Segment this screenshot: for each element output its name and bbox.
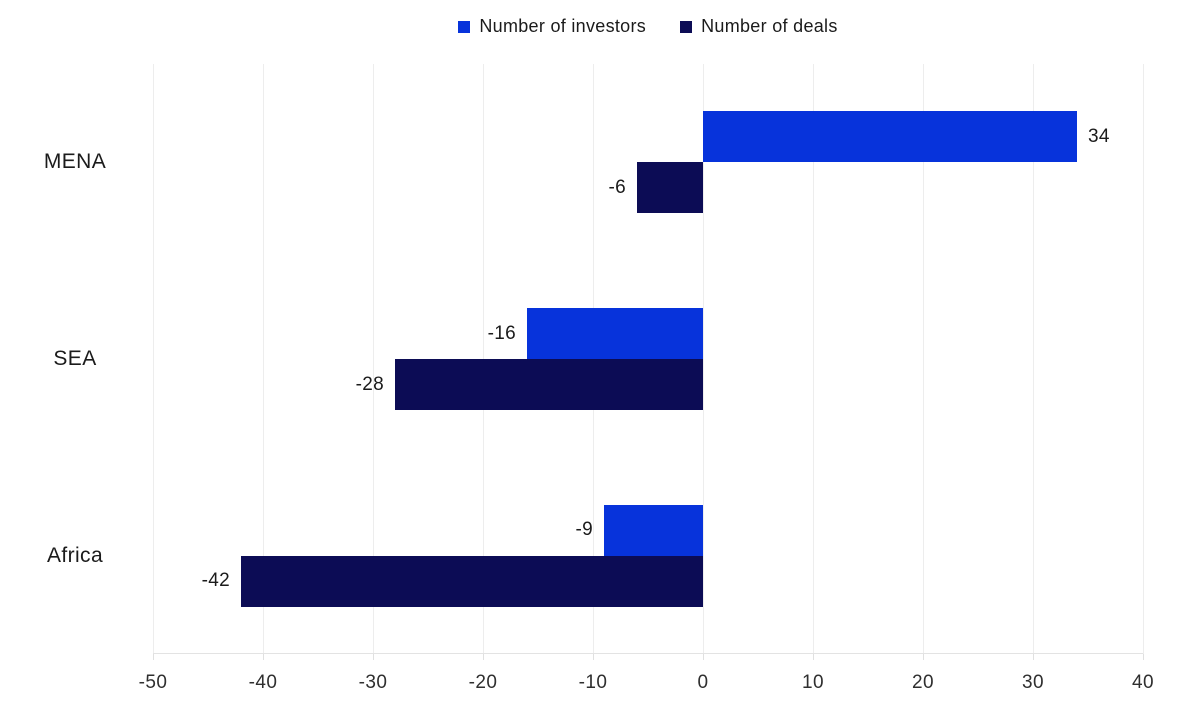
bar-value-label: -9 — [575, 519, 593, 541]
x-axis-tick — [482, 654, 484, 660]
legend-swatch-icon — [458, 20, 471, 33]
gridline — [372, 64, 374, 654]
legend: Number of investors Number of deals — [153, 16, 1143, 37]
legend-label: Number of investors — [479, 16, 647, 36]
x-tick-label: 10 — [802, 672, 824, 693]
x-axis-tick — [702, 654, 704, 660]
x-tick-label: 20 — [912, 672, 934, 693]
bar-value-label: 34 — [1088, 125, 1110, 147]
x-tick-label: -20 — [468, 672, 498, 693]
bar-value-label: -16 — [487, 322, 516, 344]
x-axis-tick — [372, 654, 374, 660]
x-axis-tick — [1142, 654, 1144, 660]
x-axis-tick — [922, 654, 924, 660]
gridline — [152, 64, 154, 654]
gridline — [1142, 64, 1144, 654]
x-tick-label: -10 — [578, 672, 608, 693]
category-label-mena: MENA — [43, 150, 107, 174]
x-axis-tick — [812, 654, 814, 660]
bar-value-label: -28 — [355, 373, 384, 395]
legend-label: Number of deals — [701, 16, 838, 36]
bar-investors-mena[interactable] — [703, 111, 1077, 163]
bar-value-label: -6 — [608, 176, 626, 198]
x-axis-tick — [152, 654, 154, 660]
x-tick-label: 40 — [1132, 672, 1154, 693]
category-label-africa: Africa — [46, 543, 104, 567]
gridline — [262, 64, 264, 654]
bar-deals-sea[interactable] — [395, 359, 703, 410]
gridline — [1032, 64, 1034, 654]
gridline — [922, 64, 924, 654]
bar-investors-africa[interactable] — [604, 504, 703, 556]
category-label-sea: SEA — [53, 347, 97, 370]
x-axis-tick — [262, 654, 264, 660]
legend-swatch-icon — [680, 20, 693, 33]
x-tick-label: 0 — [697, 672, 709, 693]
bar-investors-sea[interactable] — [527, 308, 703, 359]
x-tick-label: -40 — [248, 672, 278, 693]
x-axis-line — [153, 653, 1143, 654]
x-tick-label: -50 — [138, 672, 168, 693]
x-tick-label: 30 — [1022, 672, 1044, 693]
legend-item-deals[interactable]: Number of deals — [680, 16, 838, 37]
x-axis-tick — [1032, 654, 1034, 660]
legend-item-investors[interactable]: Number of investors — [458, 16, 646, 37]
gridline — [702, 64, 704, 654]
x-axis-tick — [592, 654, 594, 660]
gridline — [812, 64, 814, 654]
plot-area: -50 -40 -30 -20 -10 0 10 20 30 40 34 -6 -16 -28 -9 -42 — [139, 64, 1154, 693]
x-tick-label: -30 — [358, 672, 388, 693]
bar-value-label: -42 — [201, 570, 230, 592]
bar-deals-mena[interactable] — [637, 162, 703, 214]
bar-deals-africa[interactable] — [241, 555, 703, 607]
